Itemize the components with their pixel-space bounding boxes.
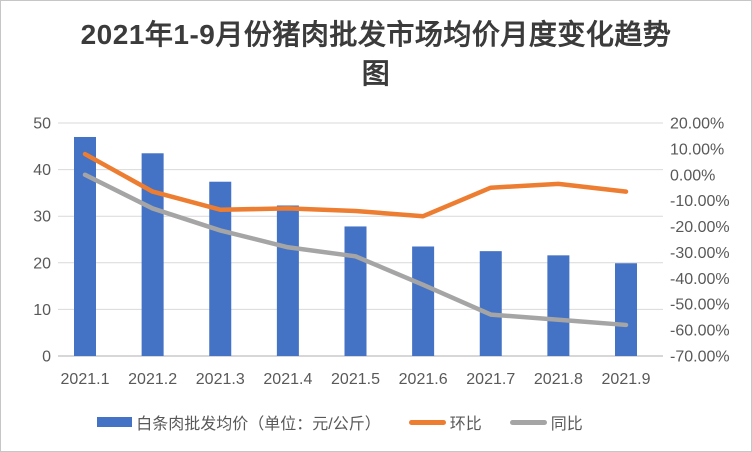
right-axis-tick: -70.00% [670,349,730,366]
right-axis-tick: -30.00% [670,245,730,262]
chart-title: 2021年1-9月份猪肉批发市场均价月度变化趋势图 [80,19,672,89]
line-swatch-mom-icon [408,419,446,425]
right-axis-tick: 20.00% [670,116,724,133]
bar [344,226,367,356]
right-axis-tick: -50.00% [670,297,730,314]
bar [412,246,435,356]
bar [74,136,96,356]
line-swatch-yoy-icon [509,419,547,425]
chart-legend: 白条肉批发均价（单位：元/公斤） 环比 同比 [1,410,751,434]
right-axis-tick: -40.00% [670,271,730,288]
bar-swatch-icon [97,417,133,427]
legend-item-price: 白条肉批发均价（单位：元/公斤） [97,410,381,434]
bar [479,251,502,356]
legend-label-yoy: 同比 [550,416,583,433]
left-axis-tick: 10 [33,302,51,319]
left-axis-tick: 0 [42,349,51,366]
right-axis-tick: 10.00% [670,141,724,158]
legend-label-price: 白条肉批发均价（单位：元/公斤） [136,416,381,433]
x-axis-label: 2021.9 [602,371,651,388]
bar [209,181,232,356]
legend-label-mom: 环比 [449,416,482,433]
left-axis-tick: 20 [33,255,51,272]
x-axis-label: 2021.5 [331,371,380,388]
line-series [82,151,629,219]
bar [276,205,299,356]
left-axis-tick: 40 [33,162,51,179]
x-axis-label: 2021.7 [466,371,515,388]
x-axis-label: 2021.4 [263,371,312,388]
legend-item-mom: 环比 [408,410,482,434]
x-axis-label: 2021.8 [534,371,583,388]
left-axis-tick: 30 [33,209,51,226]
line-series [82,172,629,328]
right-axis-tick: -20.00% [670,219,730,236]
left-axis-tick: 50 [33,116,51,133]
bar [547,255,570,356]
x-axis-label: 2021.6 [399,371,448,388]
x-axis-label: 2021.3 [196,371,245,388]
right-axis-tick: -10.00% [670,193,730,210]
right-axis-tick: -60.00% [670,323,730,340]
legend-item-yoy: 同比 [509,410,583,434]
price-trend-chart: 0 10 20 30 40 50 20.00% 10.00% 0.00% -10.00% -20.0… [33,116,730,389]
right-axis-tick: 0.00% [670,167,715,184]
x-axis-label: 2021.1 [61,371,110,388]
x-axis-label: 2021.2 [128,371,177,388]
bar [141,153,164,356]
bar [615,263,637,356]
